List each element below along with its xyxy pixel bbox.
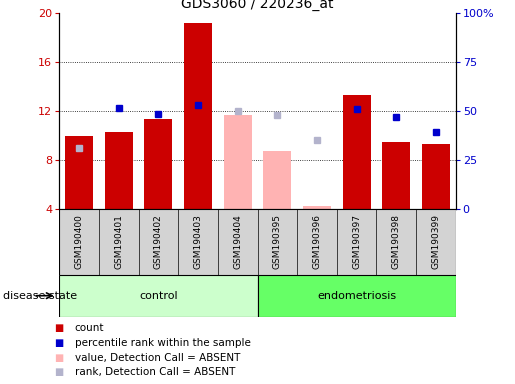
Bar (145, 119, 172, 209)
Text: GSM190402: GSM190402 (154, 215, 163, 269)
Text: GSM190403: GSM190403 (194, 215, 202, 269)
Text: GSM190395: GSM190395 (273, 214, 282, 270)
Bar (303, 205, 331, 209)
Text: ■: ■ (55, 323, 64, 333)
Text: GSM190396: GSM190396 (313, 214, 321, 270)
Text: count: count (75, 323, 104, 333)
Bar (105, 132, 132, 209)
Text: GSM190404: GSM190404 (233, 215, 242, 269)
Bar (258, 275, 456, 317)
Text: ■: ■ (55, 353, 64, 362)
Text: disease state: disease state (3, 291, 77, 301)
Text: percentile rank within the sample: percentile rank within the sample (75, 338, 251, 348)
Bar (264, 151, 291, 209)
Text: GSM190400: GSM190400 (75, 215, 83, 269)
Text: GSM190397: GSM190397 (352, 214, 361, 270)
Bar (343, 96, 370, 209)
Bar (65, 136, 93, 209)
Text: rank, Detection Call = ABSENT: rank, Detection Call = ABSENT (75, 367, 235, 377)
Text: GSM190401: GSM190401 (114, 215, 123, 269)
Text: value, Detection Call = ABSENT: value, Detection Call = ABSENT (75, 353, 240, 362)
Bar (184, 23, 212, 209)
Text: GSM190399: GSM190399 (432, 214, 440, 270)
Title: GDS3060 / 220236_at: GDS3060 / 220236_at (181, 0, 334, 11)
Text: control: control (139, 291, 178, 301)
Text: ■: ■ (55, 367, 64, 377)
Text: ■: ■ (55, 338, 64, 348)
Text: GSM190398: GSM190398 (392, 214, 401, 270)
Bar (224, 115, 251, 209)
Bar (422, 144, 450, 209)
Bar (59, 275, 258, 317)
Bar (383, 142, 410, 209)
Text: endometriosis: endometriosis (317, 291, 396, 301)
